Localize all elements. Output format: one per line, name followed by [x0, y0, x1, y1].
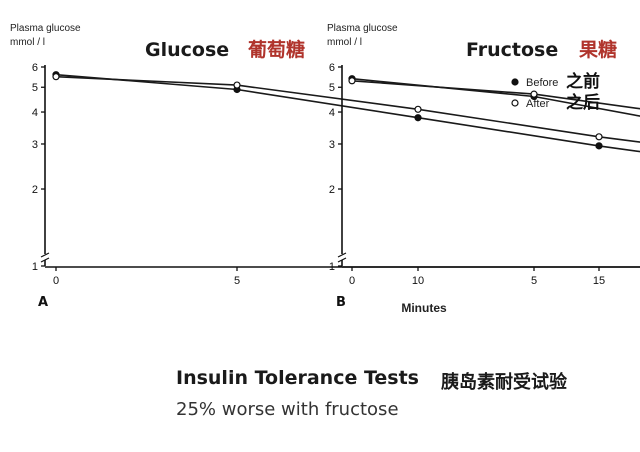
data-point-filled [595, 142, 603, 150]
data-point-open [52, 73, 60, 81]
y-axis-label-line: mmol / l [327, 37, 362, 48]
y-tick-label: 2 [32, 184, 38, 196]
data-point-filled [414, 114, 422, 122]
x-tick-label: 0 [53, 275, 59, 287]
caption-subtitle: 25% worse with fructose [176, 399, 399, 420]
x-tick-label: 5 [234, 275, 240, 287]
x-tick-label: 15 [593, 275, 605, 287]
y-tick-label: 1 [329, 261, 335, 273]
x-tick-label: 5 [531, 275, 537, 287]
y-tick-label: 6 [32, 62, 38, 74]
x-tick-label: 0 [349, 275, 355, 287]
caption-title: Insulin Tolerance Tests [176, 367, 419, 389]
data-point-open [530, 90, 538, 98]
y-tick-label: 3 [329, 139, 335, 151]
panel-label: A [38, 295, 48, 310]
data-point-open [414, 105, 422, 113]
y-axis-label-line: Plasma glucose [327, 23, 398, 34]
legend-label: After [526, 98, 550, 110]
chart-title: Glucose [145, 39, 229, 61]
legend-label-cn: 之后 [566, 92, 600, 113]
legend-marker-open [511, 99, 519, 107]
data-point-open [233, 81, 241, 89]
axis-break-mark [337, 252, 347, 258]
y-axis-label-line: Plasma glucose [10, 23, 81, 34]
y-tick-label: 1 [32, 261, 38, 273]
y-tick-label: 6 [329, 62, 335, 74]
y-tick-label: 5 [329, 82, 335, 94]
legend-label-cn: 之前 [566, 71, 600, 92]
chart-title-cn: 葡萄糖 [248, 38, 305, 61]
axis-break-mark [337, 257, 347, 263]
x-axis-label: Minutes [401, 301, 447, 315]
axis-break-mark [40, 257, 50, 263]
y-tick-label: 4 [32, 107, 38, 119]
chart-title: Fructose [466, 39, 558, 61]
chart-title-cn: 果糖 [578, 38, 617, 61]
data-point-open [595, 133, 603, 141]
legend-marker-filled [511, 78, 519, 86]
legend-label: Before [526, 77, 558, 89]
data-point-open [348, 77, 356, 85]
caption-title-cn: 胰岛素耐受试验 [441, 372, 567, 393]
series-line [55, 73, 640, 153]
x-tick-label: 10 [412, 275, 424, 287]
y-tick-label: 3 [32, 139, 38, 151]
series-line [351, 80, 640, 110]
y-axis-label-line: mmol / l [10, 37, 45, 48]
y-tick-label: 5 [32, 82, 38, 94]
series-line [55, 75, 640, 143]
y-tick-label: 2 [329, 184, 335, 196]
series-line [351, 77, 640, 117]
axis-break-mark [40, 252, 50, 258]
y-tick-label: 4 [329, 107, 335, 119]
panel-label: B [336, 295, 346, 310]
